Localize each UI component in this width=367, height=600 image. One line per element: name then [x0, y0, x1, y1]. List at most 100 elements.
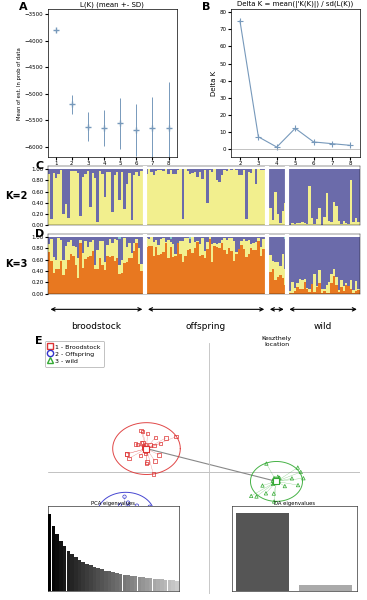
Point [272, 473, 278, 483]
Bar [179, 237, 182, 241]
Bar [162, 252, 165, 293]
Bar [267, 169, 269, 217]
Bar [318, 271, 321, 283]
Text: wild: wild [314, 322, 332, 331]
Bar [50, 237, 52, 239]
Bar [201, 256, 204, 293]
Bar [316, 286, 318, 287]
Bar [275, 237, 277, 262]
Bar [250, 237, 252, 244]
Bar [323, 217, 326, 226]
Bar [252, 250, 255, 293]
Bar [189, 169, 192, 173]
Bar [184, 238, 187, 256]
Point [147, 440, 153, 449]
Bar [248, 169, 250, 172]
Bar [309, 289, 311, 292]
Bar [140, 271, 143, 293]
Bar [174, 256, 177, 293]
Bar [196, 176, 199, 226]
Bar [221, 242, 223, 293]
Bar [230, 170, 233, 226]
Bar [238, 249, 240, 293]
Bar [221, 169, 223, 175]
Bar [106, 169, 109, 172]
Bar [265, 237, 267, 239]
Bar [275, 280, 277, 293]
Bar [194, 169, 196, 172]
Bar [284, 203, 287, 226]
Bar [330, 274, 333, 283]
Bar [248, 172, 250, 226]
Bar [94, 265, 97, 269]
Bar [77, 237, 79, 257]
Bar [106, 245, 109, 256]
Point [144, 525, 150, 535]
Point [141, 443, 147, 452]
Bar [208, 170, 211, 226]
Bar [113, 237, 116, 239]
Bar [355, 292, 357, 293]
Bar [174, 254, 177, 256]
Bar [291, 237, 294, 282]
Bar [104, 237, 106, 262]
Bar [348, 237, 350, 286]
Bar [201, 169, 204, 179]
Bar [343, 221, 345, 226]
Bar [352, 222, 355, 226]
Bar [335, 169, 338, 206]
Bar [82, 237, 84, 253]
Point [152, 457, 158, 466]
Bar [165, 244, 167, 293]
Bar [101, 265, 104, 293]
Bar [150, 169, 153, 172]
Bar [92, 173, 94, 226]
Bar [348, 224, 350, 226]
Bar [289, 237, 291, 292]
Bar [309, 237, 311, 289]
Bar [79, 241, 82, 244]
Bar [48, 237, 50, 244]
Point [282, 481, 288, 491]
Bar [60, 240, 62, 261]
Bar [240, 245, 243, 293]
Point [138, 425, 144, 435]
Bar [299, 289, 301, 293]
Bar [294, 237, 296, 289]
Bar [277, 169, 279, 214]
Point [150, 469, 156, 479]
Bar [345, 283, 348, 286]
Bar [309, 186, 311, 226]
Bar [99, 171, 101, 226]
Bar [260, 247, 262, 256]
Bar [84, 174, 87, 226]
Text: K=3: K=3 [6, 259, 28, 269]
Point [95, 520, 101, 529]
Bar [296, 223, 299, 226]
Point [275, 472, 281, 481]
Bar [187, 171, 189, 226]
Bar [97, 250, 99, 269]
Bar [233, 169, 235, 226]
Bar [296, 287, 299, 293]
Point [271, 489, 277, 499]
Bar [299, 279, 301, 289]
Bar [153, 169, 155, 175]
Point [259, 481, 265, 490]
Bar [82, 253, 84, 268]
Bar [113, 260, 116, 293]
Bar [304, 237, 306, 278]
Bar [233, 237, 235, 241]
Point [264, 459, 269, 469]
Bar [72, 172, 75, 226]
Bar [104, 169, 106, 197]
Bar [201, 179, 204, 226]
Bar [352, 169, 355, 222]
Bar [318, 169, 321, 208]
Point [151, 441, 157, 451]
Bar [79, 244, 82, 293]
Bar [262, 248, 265, 293]
Bar [123, 237, 126, 238]
Bar [326, 169, 328, 193]
Bar [177, 243, 179, 293]
